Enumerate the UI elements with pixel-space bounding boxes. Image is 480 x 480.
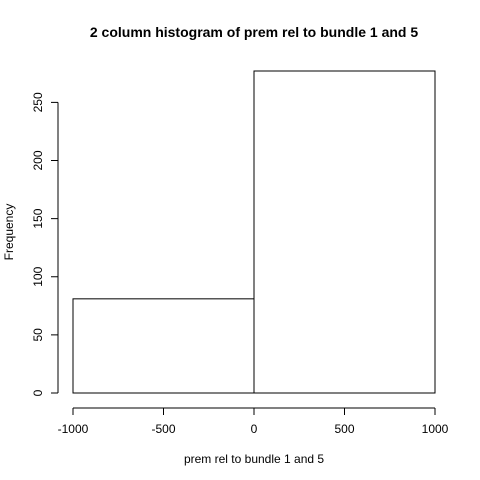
x-axis: -1000 -500 0 500 1000 — [58, 407, 449, 436]
y-tick-label: 100 — [31, 266, 45, 286]
y-axis-label: Frequency — [2, 204, 16, 261]
x-tick-label: 0 — [251, 422, 258, 436]
x-tick-label: -1000 — [58, 422, 89, 436]
y-tick-label: 200 — [31, 150, 45, 170]
y-tick-label: 50 — [31, 328, 45, 342]
histogram-bar-1 — [253, 70, 436, 394]
x-axis-label: prem rel to bundle 1 and 5 — [184, 452, 324, 466]
bars-group — [72, 70, 436, 394]
histogram-bar-0 — [72, 298, 255, 394]
x-tick-label: -500 — [151, 422, 175, 436]
chart-title: 2 column histogram of prem rel to bundle… — [90, 24, 418, 40]
x-tick-label: 500 — [334, 422, 354, 436]
y-tick-label: 0 — [31, 389, 45, 396]
x-tick-label: 1000 — [422, 422, 449, 436]
y-axis: 0 50 100 150 200 250 — [31, 92, 59, 396]
y-tick-label: 250 — [31, 92, 45, 112]
y-tick-label: 150 — [31, 208, 45, 228]
